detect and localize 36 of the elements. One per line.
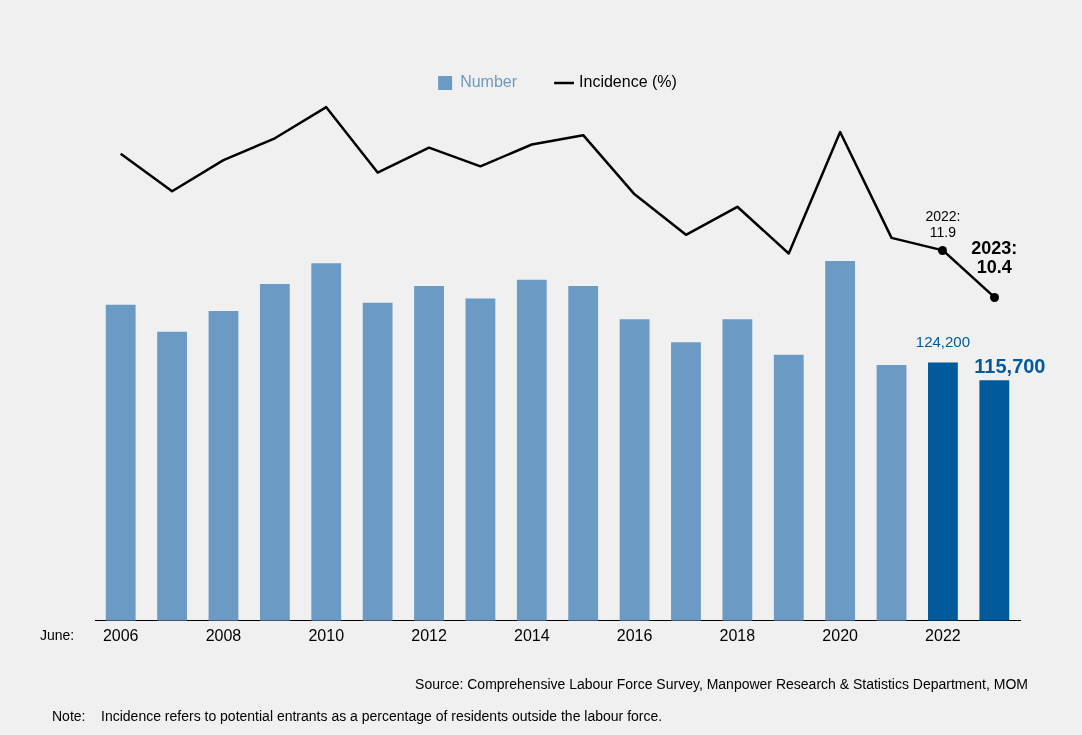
- x-tick-label: 2010: [308, 626, 345, 644]
- data-label: 124,200: [915, 333, 971, 351]
- bar: [876, 365, 907, 621]
- bar: [773, 354, 804, 621]
- bar: [825, 261, 856, 621]
- x-tick-label: 2020: [822, 626, 859, 644]
- x-tick-label: 2012: [411, 626, 447, 644]
- bar: [208, 310, 239, 621]
- legend-label: Incidence (%): [579, 73, 677, 91]
- x-tick-label: 2018: [719, 626, 756, 644]
- bar: [979, 380, 1010, 621]
- x-tick-label: 2022: [925, 626, 961, 644]
- bar: [516, 279, 547, 621]
- x-axis-title: June:: [40, 626, 75, 643]
- bar: [722, 319, 753, 621]
- text: Note: Incidence refers to potential entrants as a percentage of residents outside the labour force.: [52, 707, 663, 724]
- source-note: Source: Comprehensive Labour Force Survey, Manpower Research & Statistics Department, MOM: [415, 675, 1028, 692]
- bar: [362, 302, 393, 621]
- bar: [157, 331, 187, 621]
- bar: [311, 263, 342, 621]
- bar: [928, 362, 958, 621]
- data-label: 2022: 11.9: [925, 208, 961, 241]
- x-tick-label: 2016: [616, 626, 653, 644]
- bar: [414, 286, 444, 621]
- x-tick-label: 2006: [102, 626, 139, 644]
- bar: [671, 342, 701, 621]
- bar: [259, 283, 290, 621]
- x-tick-label: 2014: [514, 626, 550, 644]
- bar: [568, 286, 599, 621]
- bar: [619, 319, 650, 621]
- data-label: 2023: 10.4: [971, 238, 1018, 278]
- bar: [105, 304, 136, 621]
- data-label: 115,700: [974, 354, 1046, 377]
- x-tick-label: 2008: [205, 626, 242, 644]
- bar: [465, 298, 496, 621]
- legend-label: Number: [460, 73, 518, 91]
